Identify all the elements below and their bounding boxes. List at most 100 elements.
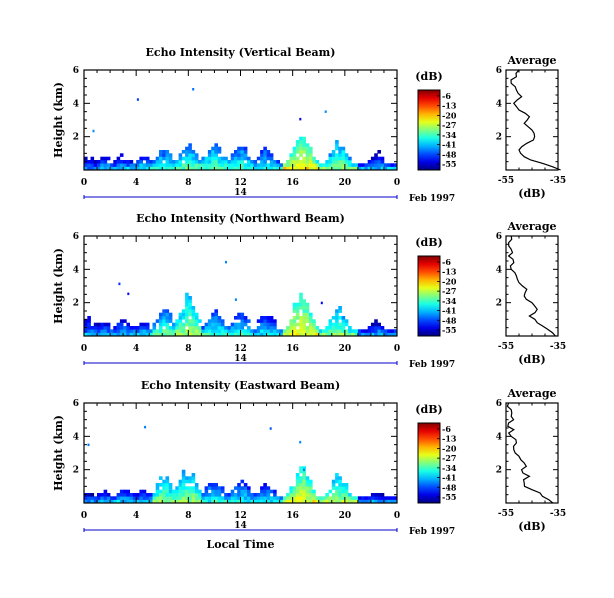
average-panel: Average 2 4 6 -55 -35 (dB): [496, 54, 566, 200]
colorbar-tick-label: -41: [442, 140, 456, 150]
x-tick-label: 12: [234, 511, 247, 521]
heatmap-cells: [84, 88, 398, 171]
x-tick-label: 8: [185, 178, 191, 188]
colorbar-tick-label: -55: [442, 492, 456, 502]
average-x-tick-label: -55: [498, 342, 514, 352]
x-tick-label: 4: [133, 511, 139, 521]
average-frame: [505, 235, 559, 337]
y-axis-label: Height (km): [52, 248, 65, 324]
colorbar-tick-label: -6: [442, 257, 451, 267]
x-ticks: 0 4 8 12 16 20 0: [81, 70, 400, 188]
colorbar-tick-label: -27: [442, 453, 456, 463]
average-x-tick-label: -35: [550, 509, 566, 519]
heatmap-cells: [84, 425, 398, 504]
colorbar-tick-label: -6: [442, 424, 451, 434]
x-tick-label: 0: [394, 344, 400, 354]
date-label: Feb 1997: [409, 360, 455, 370]
average-x-tick-label: -55: [498, 176, 514, 186]
panel-0: Echo Intensity (Vertical Beam) Height (km…: [52, 46, 566, 204]
date-label: Feb 1997: [409, 527, 455, 537]
x-tick-label: 16: [286, 344, 299, 354]
colorbar-tick-label: -48: [442, 482, 457, 492]
x-tick-label: 0: [81, 511, 87, 521]
x-tick-label: 0: [81, 344, 87, 354]
colorbar: [417, 89, 441, 171]
colorbar-tick-label: -55: [442, 325, 456, 335]
x-tick-label: 20: [339, 511, 352, 521]
colorbar-tick-label: -27: [442, 286, 456, 296]
panel-2: Echo Intensity (Eastward Beam) Height (km…: [52, 379, 566, 537]
colorbar-tick-label: -41: [442, 306, 456, 316]
average-panel: Average 2 4 6 -55 -35 (dB): [496, 387, 566, 533]
average-title: Average: [506, 220, 556, 233]
y-ticks: 2 4 6: [73, 66, 397, 171]
colorbar-tick-label: -48: [442, 149, 457, 159]
average-y-tick-label: 4: [496, 432, 502, 442]
average-profile-line: [507, 235, 556, 337]
colorbar: [417, 255, 441, 337]
average-y-tick-label: 2: [496, 299, 502, 309]
x-tick-label: 0: [394, 511, 400, 521]
colorbar: [417, 422, 441, 504]
average-y-tick-label: 6: [496, 66, 502, 76]
y-tick-label: 4: [73, 265, 79, 275]
y-tick-label: 6: [73, 232, 79, 242]
y-axis-label: Height (km): [52, 415, 65, 491]
colorbar-tick-label: -34: [442, 130, 457, 140]
y-ticks: 2 4 6: [73, 399, 397, 504]
x-tick-label: 0: [81, 178, 87, 188]
average-x-tick-label: -35: [550, 342, 566, 352]
average-profile-line: [510, 69, 561, 171]
x-tick-label: 16: [286, 511, 299, 521]
colorbar-tick-label: -20: [442, 443, 457, 453]
average-title: Average: [506, 387, 556, 400]
local-time-label: Local Time: [207, 538, 275, 551]
colorbar-unit: (dB): [415, 236, 442, 249]
day-label: 14: [234, 188, 247, 198]
x-tick-label: 8: [185, 344, 191, 354]
x-tick-label: 20: [339, 178, 352, 188]
panel-title: Echo Intensity (Northward Beam): [136, 212, 345, 225]
average-y-tick-label: 6: [496, 399, 502, 409]
colorbar-tick-label: -41: [442, 473, 456, 483]
day-label: 14: [234, 521, 247, 531]
average-y-tick-label: 4: [496, 265, 502, 275]
colorbar-tick-label: -13: [442, 434, 457, 444]
day-label: 14: [234, 354, 247, 364]
colorbar-tick-label: -13: [442, 101, 457, 111]
colorbar-tick-label: -55: [442, 159, 456, 169]
average-x-tick-label: -35: [550, 176, 566, 186]
average-profile-line: [506, 402, 554, 504]
average-title: Average: [506, 54, 556, 67]
colorbar-tick-label: -20: [442, 276, 457, 286]
average-y-tick-label: 4: [496, 99, 502, 109]
average-frame: [505, 402, 559, 504]
colorbar-tick-label: -27: [442, 120, 456, 130]
y-tick-label: 2: [73, 299, 79, 309]
y-tick-label: 4: [73, 99, 79, 109]
y-tick-label: 6: [73, 66, 79, 76]
x-ticks: 0 4 8 12 16 20 0: [81, 236, 400, 354]
colorbar-tick-label: -34: [442, 296, 457, 306]
x-tick-label: 20: [339, 344, 352, 354]
colorbar-unit: (dB): [415, 70, 442, 83]
y-axis-label: Height (km): [52, 82, 65, 158]
x-tick-label: 4: [133, 344, 139, 354]
panel-title: Echo Intensity (Vertical Beam): [145, 46, 335, 59]
colorbar-tick-label: -34: [442, 463, 457, 473]
average-x-label: (dB): [518, 187, 545, 200]
y-tick-label: 6: [73, 399, 79, 409]
x-tick-label: 16: [286, 178, 299, 188]
panel-title: Echo Intensity (Eastward Beam): [141, 379, 340, 392]
y-ticks: 2 4 6: [73, 232, 397, 337]
average-x-tick-label: -55: [498, 509, 514, 519]
y-tick-label: 4: [73, 432, 79, 442]
x-tick-label: 0: [394, 178, 400, 188]
average-y-tick-label: 6: [496, 232, 502, 242]
average-y-tick-label: 2: [496, 133, 502, 143]
panel-1: Echo Intensity (Northward Beam) Height (k…: [52, 212, 566, 370]
colorbar-unit: (dB): [415, 403, 442, 416]
date-label: Feb 1997: [409, 194, 455, 204]
x-tick-label: 4: [133, 178, 139, 188]
x-tick-label: 12: [234, 344, 247, 354]
